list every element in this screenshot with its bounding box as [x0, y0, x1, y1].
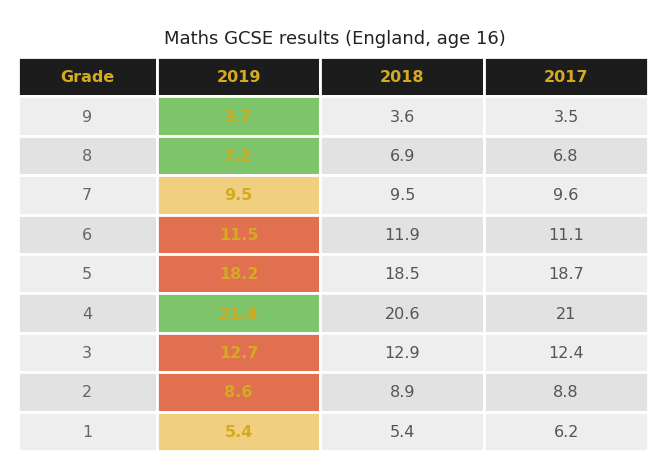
Bar: [157, 372, 320, 412]
Text: 9.6: 9.6: [553, 188, 579, 203]
Text: 18.5: 18.5: [385, 267, 420, 282]
Bar: [484, 58, 648, 97]
Text: 11.9: 11.9: [385, 227, 420, 242]
Bar: [18, 58, 157, 97]
Text: 18.7: 18.7: [548, 267, 584, 282]
Text: 21.4: 21.4: [218, 306, 258, 321]
Text: 9: 9: [82, 109, 92, 125]
Bar: [484, 372, 648, 412]
Text: 5: 5: [82, 267, 92, 282]
Bar: [320, 294, 484, 333]
Bar: [18, 412, 157, 451]
Bar: [320, 97, 484, 137]
Text: 18.2: 18.2: [218, 267, 258, 282]
Bar: [320, 255, 484, 294]
Text: 5.4: 5.4: [224, 424, 253, 439]
Bar: [484, 97, 648, 137]
Text: 9.5: 9.5: [390, 188, 415, 203]
Bar: [157, 58, 320, 97]
Text: 9.5: 9.5: [224, 188, 253, 203]
Bar: [157, 215, 320, 255]
Text: 1: 1: [82, 424, 92, 439]
Bar: [320, 215, 484, 255]
Bar: [157, 137, 320, 176]
Text: 11.1: 11.1: [548, 227, 584, 242]
Bar: [320, 58, 484, 97]
Text: 2018: 2018: [380, 70, 425, 85]
Text: Maths GCSE results (England, age 16): Maths GCSE results (England, age 16): [164, 30, 506, 48]
Text: 21: 21: [556, 306, 576, 321]
Bar: [484, 255, 648, 294]
Text: 6: 6: [82, 227, 92, 242]
Bar: [320, 333, 484, 372]
Bar: [484, 333, 648, 372]
Bar: [484, 294, 648, 333]
Text: 2: 2: [82, 385, 92, 400]
Bar: [18, 255, 157, 294]
Text: 7: 7: [82, 188, 92, 203]
Text: 8: 8: [82, 149, 92, 163]
Text: 12.9: 12.9: [385, 345, 420, 360]
Text: Grade: Grade: [60, 70, 115, 85]
Bar: [18, 333, 157, 372]
Text: 8.6: 8.6: [224, 385, 253, 400]
Bar: [320, 176, 484, 215]
Text: 5.4: 5.4: [390, 424, 415, 439]
Bar: [157, 97, 320, 137]
Text: 2019: 2019: [216, 70, 261, 85]
Bar: [18, 176, 157, 215]
Bar: [18, 137, 157, 176]
Bar: [18, 372, 157, 412]
Text: 12.4: 12.4: [548, 345, 584, 360]
Text: 7.2: 7.2: [224, 149, 253, 163]
Text: 6.8: 6.8: [553, 149, 579, 163]
Bar: [484, 176, 648, 215]
Text: 6.9: 6.9: [390, 149, 415, 163]
Text: 20.6: 20.6: [385, 306, 420, 321]
Bar: [18, 294, 157, 333]
Bar: [157, 412, 320, 451]
Bar: [18, 215, 157, 255]
Bar: [157, 176, 320, 215]
Bar: [157, 333, 320, 372]
Text: 11.5: 11.5: [218, 227, 258, 242]
Text: 2017: 2017: [544, 70, 588, 85]
Bar: [320, 137, 484, 176]
Text: 3: 3: [82, 345, 92, 360]
Bar: [484, 215, 648, 255]
Text: 3.6: 3.6: [390, 109, 415, 125]
Text: 6.2: 6.2: [553, 424, 579, 439]
Bar: [157, 294, 320, 333]
Text: 3.5: 3.5: [553, 109, 579, 125]
Text: 4: 4: [82, 306, 92, 321]
Bar: [484, 137, 648, 176]
Bar: [320, 412, 484, 451]
Bar: [484, 412, 648, 451]
Text: 8.8: 8.8: [553, 385, 579, 400]
Text: 3.7: 3.7: [224, 109, 253, 125]
Text: 8.9: 8.9: [389, 385, 415, 400]
Bar: [320, 372, 484, 412]
Bar: [157, 255, 320, 294]
Text: 12.7: 12.7: [218, 345, 258, 360]
Bar: [18, 97, 157, 137]
